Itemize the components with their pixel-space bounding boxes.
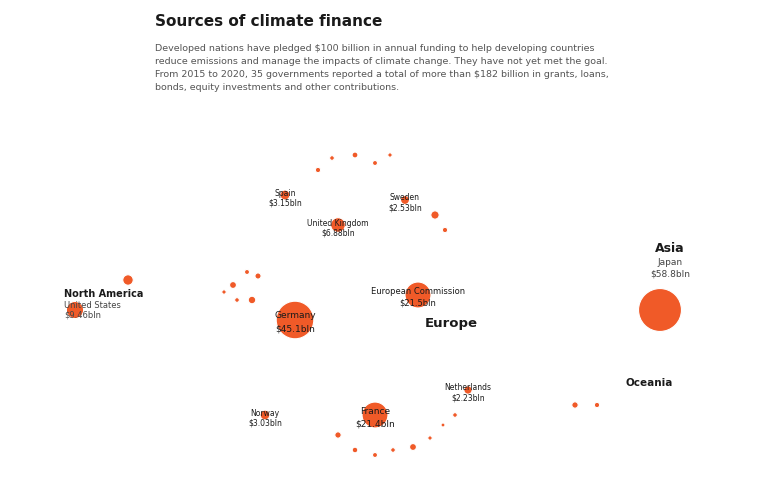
Text: Europe: Europe (425, 316, 478, 329)
Circle shape (255, 273, 261, 279)
Text: France: France (360, 408, 390, 417)
Circle shape (572, 402, 578, 408)
Circle shape (401, 196, 409, 205)
Circle shape (443, 228, 448, 233)
Circle shape (331, 218, 345, 233)
Circle shape (248, 296, 256, 304)
Circle shape (244, 269, 250, 274)
Circle shape (372, 453, 378, 458)
Circle shape (330, 156, 335, 160)
Text: Developed nations have pledged $100 billion in annual funding to help developing: Developed nations have pledged $100 bill… (155, 44, 609, 91)
Circle shape (280, 190, 290, 200)
Text: Japan: Japan (658, 258, 682, 267)
Text: Germany: Germany (274, 311, 316, 320)
Text: Norway: Norway (251, 409, 280, 418)
Text: United Kingdom: United Kingdom (308, 219, 369, 228)
Text: North America: North America (65, 289, 143, 299)
Circle shape (66, 301, 83, 319)
Circle shape (230, 281, 237, 288)
Circle shape (409, 444, 416, 451)
Circle shape (391, 448, 396, 452)
Text: $6.88bln: $6.88bln (322, 229, 355, 238)
Circle shape (352, 152, 358, 158)
Circle shape (123, 275, 133, 285)
Text: Spain: Spain (274, 189, 296, 198)
Text: European Commission: European Commission (371, 286, 465, 295)
Text: $2.53bln: $2.53bln (388, 204, 422, 213)
Circle shape (431, 211, 439, 219)
Text: Sources of climate finance: Sources of climate finance (155, 14, 382, 29)
Circle shape (594, 402, 600, 408)
Text: $21.5bln: $21.5bln (399, 298, 436, 307)
Circle shape (638, 288, 682, 331)
Text: Netherlands: Netherlands (445, 384, 491, 393)
Circle shape (362, 402, 388, 428)
Text: $9.46bln: $9.46bln (65, 310, 102, 319)
Circle shape (222, 290, 226, 294)
Circle shape (260, 410, 270, 420)
Circle shape (405, 282, 431, 308)
Text: $45.1bln: $45.1bln (275, 324, 315, 333)
Text: $3.15bln: $3.15bln (268, 199, 302, 208)
Circle shape (352, 447, 358, 453)
Circle shape (276, 301, 314, 339)
Text: Oceania: Oceania (625, 378, 672, 388)
Circle shape (428, 436, 433, 440)
Circle shape (441, 423, 445, 427)
Text: $58.8bln: $58.8bln (650, 269, 690, 278)
Circle shape (388, 153, 392, 157)
Text: United States: United States (65, 301, 121, 310)
Circle shape (315, 167, 321, 173)
Text: $3.03bln: $3.03bln (248, 419, 282, 428)
Circle shape (453, 413, 457, 417)
Circle shape (335, 432, 342, 438)
Text: Sweden: Sweden (390, 194, 420, 203)
Circle shape (464, 386, 472, 394)
Text: $2.23bln: $2.23bln (451, 394, 485, 403)
Circle shape (234, 298, 239, 302)
Circle shape (372, 161, 378, 166)
Text: Asia: Asia (655, 242, 685, 255)
Text: $21.4bln: $21.4bln (355, 420, 395, 429)
